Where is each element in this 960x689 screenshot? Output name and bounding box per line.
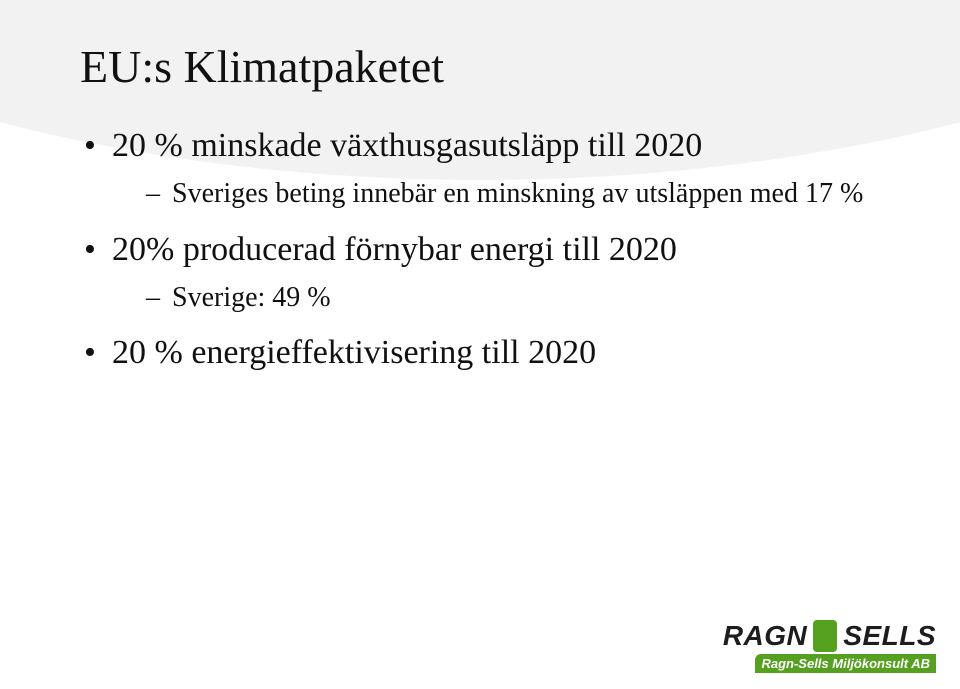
bullet-text: 20% producerad förnybar energi till 2020 [112,231,677,268]
brand-name-left: RAGN [723,620,807,652]
sub-bullet-list: Sverige: 49 % [112,279,890,317]
bullet-item: 20 % minskade växthusgasutsläpp till 202… [80,123,890,213]
slide-content: EU:s Klimatpaketet 20 % minskade växthus… [0,0,960,689]
running-man-icon [813,620,837,652]
logo-row: RAGN SELLS [723,620,936,652]
subbrand-label: Ragn-Sells Miljökonsult AB [755,654,936,673]
sub-bullet-item: Sveriges beting innebär en minskning av … [112,175,890,213]
bullet-list: 20 % minskade växthusgasutsläpp till 202… [80,123,890,376]
brand-logo: RAGN SELLS Ragn-Sells Miljökonsult AB [723,620,936,673]
bullet-item: 20 % energieffektivisering till 2020 [80,330,890,376]
slide-title: EU:s Klimatpaketet [80,40,890,93]
sub-bullet-list: Sveriges beting innebär en minskning av … [112,175,890,213]
bullet-item: 20% producerad förnybar energi till 2020… [80,227,890,317]
brand-name-right: SELLS [843,620,936,652]
bullet-text: 20 % energieffektivisering till 2020 [112,334,596,371]
bullet-text: 20 % minskade växthusgasutsläpp till 202… [112,127,702,164]
sub-bullet-item: Sverige: 49 % [112,279,890,317]
